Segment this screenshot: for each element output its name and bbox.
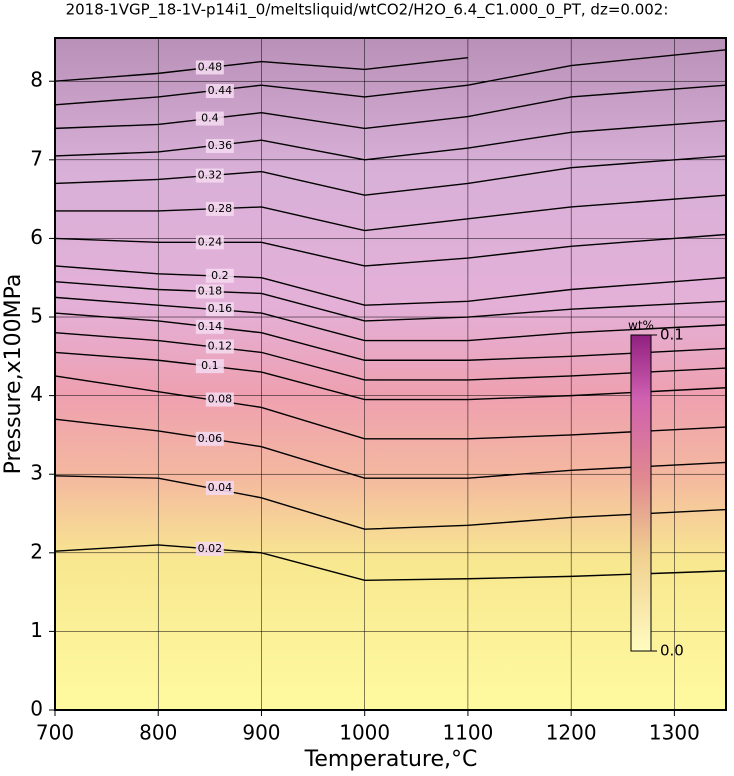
contour-label-bg (205, 480, 234, 495)
y-tick-label: 2 (30, 539, 43, 563)
contours: 0.02 0.04 0.06 0.08 0.1 0.12 0.14 0.16 0.18 0.2 0.… (54, 49, 727, 582)
colorbar-tick-label: 0.1 (660, 326, 684, 344)
contour-label-bg (195, 319, 224, 334)
x-axis-label: Temperature,°C (304, 747, 478, 772)
contour-label-bg (205, 139, 234, 154)
grid (54, 38, 726, 711)
contour-line (54, 119, 727, 161)
contour-label: 0.12 (208, 339, 233, 352)
x-tick-label: 800 (139, 721, 177, 745)
contour-label: 0.14 (198, 320, 223, 333)
plot-background (55, 38, 726, 710)
x-tick-label: 1000 (339, 721, 390, 745)
contour-label-bg (205, 392, 234, 407)
y-tick-label: 6 (30, 225, 43, 249)
contour-line (55, 194, 727, 232)
y-tick-label: 1 (30, 618, 43, 642)
contour-label: 0.44 (208, 84, 233, 97)
colorbar (630, 334, 652, 652)
x-tick-label: 1100 (442, 721, 493, 745)
contour-line (54, 56, 469, 82)
contour-label: 0.24 (198, 235, 223, 248)
contour-label: 0.32 (198, 169, 223, 182)
colorbar-ticks: 0.0 0.1 (651, 326, 684, 660)
x-tick-label: 1200 (546, 721, 597, 745)
contour-line (54, 155, 727, 196)
contour-label-bg (195, 541, 224, 556)
colorbar-label: wt% (628, 319, 654, 333)
contour-label-bg (195, 235, 224, 250)
contour-label-bg (195, 168, 224, 183)
contour-label: 0.18 (198, 284, 223, 297)
axes: 700 800 900 1000 1100 1200 1300 0 1 2 3 4 5 6 7 8 (30, 68, 700, 745)
contour-label: 0.28 (208, 202, 233, 215)
y-tick-label: 7 (30, 146, 43, 170)
plot-frame (54, 37, 727, 711)
contour-line (54, 84, 727, 130)
contour-label: 0.2 (211, 269, 229, 282)
y-tick-label: 8 (30, 68, 43, 92)
x-tick-label: 700 (36, 721, 74, 745)
contour-label: 0.08 (208, 393, 233, 406)
x-tick-label: 900 (242, 721, 280, 745)
contour-label-bg (205, 268, 234, 283)
contour-line (54, 49, 727, 106)
y-tick-label: 4 (30, 382, 43, 406)
y-tick-label: 3 (30, 461, 43, 485)
contour-label-bg (195, 431, 224, 446)
contour-label-bg (195, 359, 224, 374)
contour-line (54, 233, 727, 267)
contour-line (54, 418, 727, 479)
contour-line (54, 475, 727, 530)
y-tick-label: 5 (30, 304, 43, 328)
contour-label: 0.36 (208, 139, 233, 152)
contour-line (54, 265, 727, 306)
contour-line (54, 332, 727, 381)
contour-label-bg (205, 302, 234, 317)
contour-label: 0.16 (208, 302, 233, 315)
contour-label-bg (195, 111, 224, 126)
contour-label: 0.4 (201, 112, 219, 125)
contour-label: 0.06 (198, 432, 223, 445)
contour-label: 0.02 (198, 542, 223, 555)
y-axis-label: Pressure,x100MPa (1, 274, 26, 475)
contour-label-bg (205, 201, 234, 216)
chart-title: 2018-1VGP_18-1V-p14i1_0/meltsliquid/wtCO… (66, 1, 669, 20)
contour-line (54, 312, 727, 361)
contour-line (54, 280, 727, 322)
colorbar-tick-label: 0.0 (660, 642, 684, 660)
contour-label: 0.48 (198, 60, 223, 73)
contour-label-bg (195, 284, 224, 299)
contour-label-bg (205, 339, 234, 354)
contour-label: 0.1 (201, 359, 219, 372)
x-tick-label: 1300 (649, 721, 700, 745)
contour-line (54, 544, 727, 582)
contour-label: 0.04 (208, 481, 233, 494)
contour-line (54, 351, 727, 401)
contour-label-bg (205, 84, 234, 99)
contour-line (54, 375, 727, 440)
contour-label-bg (195, 60, 224, 75)
contour-line (54, 296, 727, 342)
y-tick-label: 0 (30, 697, 43, 721)
